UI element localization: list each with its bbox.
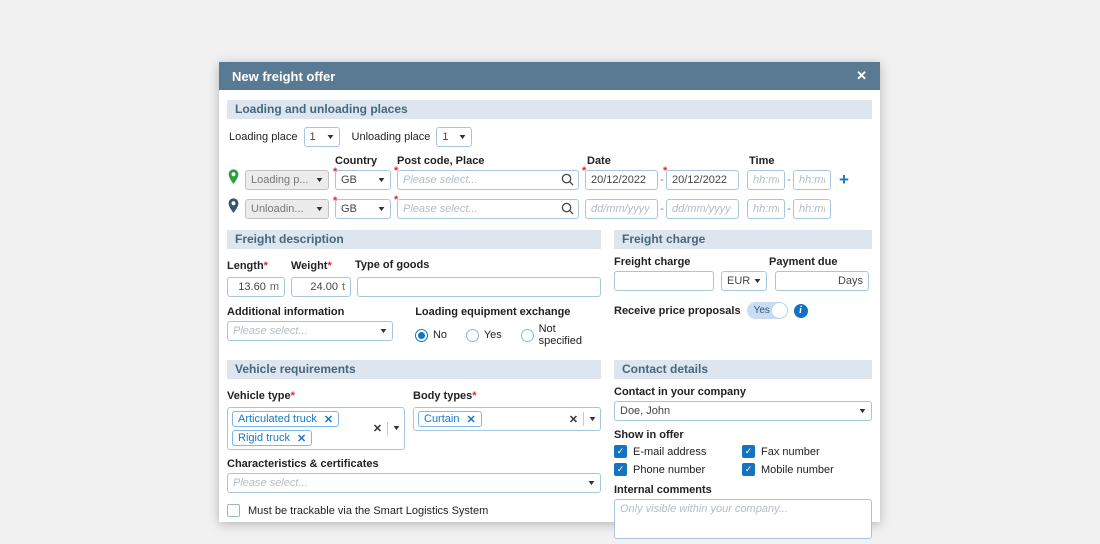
time-column-label: Time (749, 155, 775, 167)
payment-due-label: Payment due (769, 256, 838, 268)
unloading-date-from-input[interactable] (585, 199, 658, 219)
search-icon[interactable] (561, 173, 574, 191)
internal-comments-label: Internal comments (614, 484, 712, 496)
unloading-place-label: Unloading place (351, 131, 431, 143)
unloading-postcode-input[interactable] (397, 199, 579, 219)
contact-in-company-label: Contact in your company (614, 386, 747, 398)
vehicle-type-multiselect[interactable]: Articulated truck ✕ Rigid truck ✕ ✕ ▼ (227, 407, 405, 450)
unloading-place-row: Unloadin... ▼ * GB ▼ * - - (227, 194, 872, 220)
loading-time-from-input[interactable] (747, 170, 785, 190)
unloading-place-select[interactable]: 1 ▼ (436, 127, 473, 147)
clear-selection-icon[interactable]: ✕ (372, 423, 383, 435)
vehicle-type-chip: Rigid truck ✕ (232, 430, 313, 446)
unloading-time-to-input[interactable] (793, 199, 831, 219)
equipment-yes-radio[interactable] (466, 328, 479, 342)
section-contact-details: Contact details (614, 360, 872, 379)
show-in-offer-label: Show in offer (614, 429, 684, 441)
remove-chip-icon[interactable]: ✕ (296, 432, 307, 445)
equipment-not-specified-radio[interactable] (520, 328, 534, 342)
chevron-down-icon: ▼ (325, 133, 335, 141)
chevron-down-icon: ▼ (378, 327, 389, 335)
chevron-down-icon: ▼ (376, 176, 387, 184)
length-label: Length (227, 260, 264, 272)
remove-chip-icon[interactable]: ✕ (466, 413, 476, 426)
characteristics-select[interactable]: Please select... ▼ (227, 473, 601, 493)
unloading-postcode-field: * (394, 194, 579, 220)
chevron-down-icon: ▼ (752, 277, 763, 285)
email-checkbox[interactable]: ✓ (614, 445, 627, 458)
trackable-label: Must be trackable via the Smart Logistic… (248, 504, 489, 517)
country-column-label: Country (335, 155, 378, 167)
payment-due-input[interactable]: Days (775, 271, 869, 291)
loading-country-select[interactable]: * GB ▼ (333, 166, 391, 190)
unloading-date-to-input[interactable] (666, 199, 739, 219)
unloading-type-select[interactable]: Unloadin... ▼ (245, 199, 329, 219)
type-of-goods-label: Type of goods (355, 259, 430, 271)
weight-input[interactable]: 24.00 t (291, 277, 351, 297)
phone-checkbox[interactable]: ✓ (614, 463, 627, 476)
freight-charge-label: Freight charge (614, 256, 691, 268)
loading-date-to-input[interactable] (666, 170, 739, 190)
body-type-chip: Curtain ✕ (418, 411, 482, 427)
loading-pin-icon (227, 169, 241, 191)
loading-place-row: Loading p... ▼ * GB ▼ * * - * (227, 165, 872, 191)
date-column-label: Date (587, 155, 611, 167)
freight-charge-input[interactable] (614, 271, 714, 291)
chevron-down-icon[interactable]: ▼ (391, 425, 402, 432)
weight-label: Weight (291, 260, 328, 272)
body-types-multiselect[interactable]: Curtain ✕ ✕ ▼ (413, 407, 601, 431)
remove-chip-icon[interactable]: ✕ (323, 413, 334, 426)
modal-header: New freight offer ✕ (219, 62, 880, 90)
fax-checkbox[interactable]: ✓ (742, 445, 755, 458)
body-types-label: Body types (413, 390, 473, 402)
vehicle-type-chip: Articulated truck ✕ (232, 411, 340, 427)
receive-price-proposals-label: Receive price proposals (614, 304, 741, 317)
vehicle-type-label: Vehicle type (227, 390, 291, 402)
trackable-checkbox[interactable] (227, 504, 240, 517)
characteristics-label: Characteristics & certificates (227, 458, 379, 470)
close-icon[interactable]: ✕ (856, 68, 867, 83)
loading-type-select[interactable]: Loading p... ▼ (245, 170, 329, 190)
additional-information-label: Additional information (227, 306, 345, 318)
chevron-down-icon: ▼ (376, 205, 387, 213)
new-freight-offer-modal: New freight offer ✕ Loading and unloadin… (219, 62, 880, 539)
price-proposals-toggle[interactable]: Yes (746, 302, 788, 319)
chevron-down-icon: ▼ (314, 176, 325, 184)
equipment-no-radio[interactable] (415, 328, 428, 342)
unloading-country-select[interactable]: * GB ▼ (333, 195, 391, 219)
info-icon[interactable]: i (793, 303, 808, 318)
loading-date-from-input[interactable] (585, 170, 658, 190)
loading-postcode-field: * (394, 165, 579, 191)
modal-title: New freight offer (232, 68, 336, 84)
chevron-down-icon[interactable]: ▼ (587, 415, 598, 423)
mobile-checkbox[interactable]: ✓ (742, 463, 755, 476)
additional-information-select[interactable]: Please select... ▼ (227, 321, 393, 341)
section-vehicle-requirements: Vehicle requirements (227, 360, 601, 379)
internal-comments-textarea[interactable] (614, 499, 872, 539)
postcode-column-label: Post code, Place (397, 155, 485, 167)
currency-select[interactable]: EUR ▼ (721, 271, 767, 291)
loading-place-select[interactable]: 1 ▼ (303, 127, 340, 147)
length-input[interactable]: 13.60 m (227, 277, 285, 297)
add-place-button[interactable]: + (839, 170, 849, 189)
search-icon[interactable] (561, 202, 574, 220)
section-loading-unloading: Loading and unloading places (227, 100, 872, 119)
loading-postcode-input[interactable] (397, 170, 579, 190)
chevron-down-icon: ▼ (458, 133, 468, 141)
clear-selection-icon[interactable]: ✕ (568, 413, 579, 426)
section-freight-description: Freight description (227, 230, 601, 249)
unloading-time-from-input[interactable] (747, 199, 785, 219)
chevron-down-icon: ▼ (857, 407, 868, 415)
loading-equipment-exchange-label: Loading equipment exchange (415, 306, 571, 318)
chevron-down-icon: ▼ (586, 479, 597, 487)
loading-time-to-input[interactable] (793, 170, 831, 190)
section-freight-charge: Freight charge (614, 230, 872, 249)
loading-place-label: Loading place (229, 131, 298, 143)
type-of-goods-input[interactable] (357, 277, 601, 297)
unloading-pin-icon (227, 198, 241, 220)
contact-select[interactable]: Doe, John ▼ (614, 401, 872, 421)
chevron-down-icon: ▼ (314, 205, 325, 213)
